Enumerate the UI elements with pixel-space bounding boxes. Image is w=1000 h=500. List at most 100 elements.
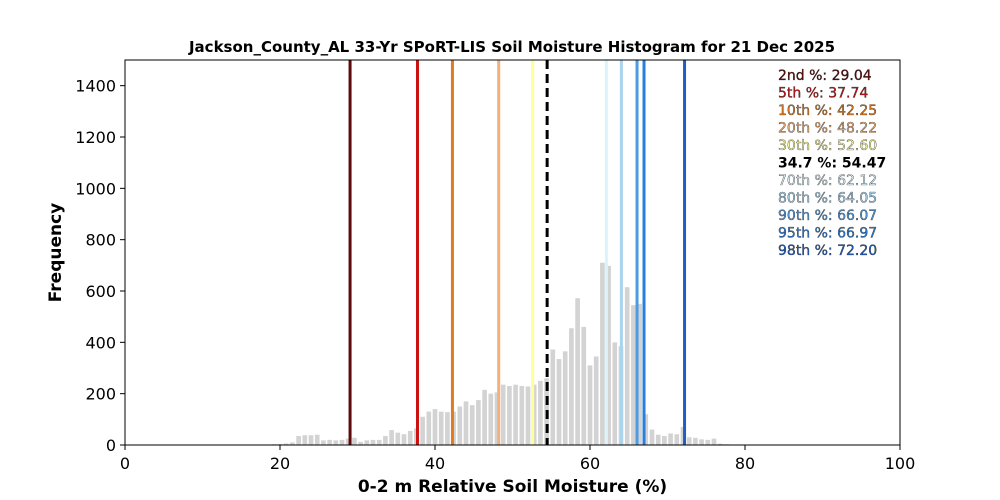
histogram-bar [370,439,376,445]
x-tick-label: 0 [120,454,130,473]
histogram-bar [407,430,413,445]
histogram-bar [519,385,525,445]
x-tick-label: 40 [425,454,445,473]
y-tick-label: 400 [85,333,116,352]
histogram-bar [500,384,506,445]
histogram-bar [476,400,481,445]
histogram-bar [637,303,642,445]
percentile-legend-entry: 95th %: 66.97 [778,226,877,242]
plot-frame [124,59,901,446]
histogram-bar [556,359,562,445]
histogram-bar [655,434,661,445]
histogram-bar [389,430,394,445]
y-axis-ticks: 0 200 400 600 800 1000 1200 1400 [75,77,125,455]
histogram-bar [463,401,469,445]
percentile-legend-entry: 10th %: 42.25 [778,103,877,119]
y-tick-label: 1000 [75,179,116,198]
histogram-bar [488,393,494,445]
histogram-bar [308,435,314,445]
histogram-bar [562,351,568,445]
histogram-bar [283,443,289,445]
histogram-bar [327,439,332,445]
histogram-bar [364,440,370,445]
histogram-bar [333,440,339,445]
histogram-bar [345,438,351,445]
histogram-bar [649,429,655,445]
y-tick-label: 0 [106,436,116,455]
histogram-bar [296,436,301,445]
histogram-bar [383,436,388,445]
x-axis-label: 0-2 m Relative Soil Moisture (%) [358,477,667,497]
percentile-legend-entry: 30th %: 52.60 [778,138,877,154]
histogram-bar [680,427,686,445]
histogram-bar [705,439,711,445]
histogram-bar [457,406,463,445]
y-axis-label: Frequency [46,203,66,303]
histogram-bar [525,386,531,445]
histogram-bar [606,265,611,445]
histogram-bar [668,433,673,445]
percentile-legend-entry: 2nd %: 29.04 [778,68,872,84]
histogram-bar [612,342,618,445]
histogram-bar [643,414,649,445]
x-tick-label: 20 [270,454,290,473]
histogram-bar [575,298,580,445]
histogram-bar [507,385,512,445]
y-tick-label: 200 [85,385,116,404]
histogram-bar [445,412,450,445]
histogram-bar [631,305,636,445]
histogram-bar [686,437,692,445]
y-tick-label: 1200 [75,128,116,147]
histogram-bar [693,437,698,445]
histogram-bar [352,437,357,445]
histogram-bar [593,356,599,445]
histogram-bar [277,443,283,445]
histogram-bar [581,326,587,445]
x-tick-label: 100 [885,454,916,473]
histogram-bar [600,262,605,445]
y-tick-label: 800 [85,231,116,250]
x-axis-ticks: 0 20 40 60 80 100 [120,445,915,473]
histogram-bar [376,439,382,445]
histogram-bar [438,411,444,445]
histogram-bar [662,436,667,445]
histogram-bar [432,409,438,445]
histogram-bar [395,432,401,445]
percentile-legend-entry: 5th %: 37.74 [778,86,868,102]
histogram-bar [302,435,308,445]
percentile-legend-entry: 20th %: 48.22 [778,121,877,137]
percentile-lines [348,60,687,445]
x-tick-label: 80 [735,454,755,473]
histogram-bar [569,328,574,445]
histogram-bar [358,441,363,445]
percentile-legend-entry: 80th %: 64.05 [778,191,877,207]
histogram-bar [531,384,537,445]
histogram-bar [401,434,407,445]
histogram-bar [420,416,425,445]
histogram-bar [314,434,320,445]
histogram-bar [469,405,475,445]
histogram-bar [494,392,500,445]
histogram-bar [699,439,704,445]
histogram-bars [271,262,729,445]
percentile-legend-entry: 90th %: 66.07 [778,208,877,224]
y-tick-label: 1400 [75,77,116,96]
histogram-bar [290,442,295,445]
histogram-bar [339,439,345,445]
y-tick-label: 600 [85,282,116,301]
histogram-bar [550,349,556,445]
histogram-bar [717,443,723,445]
histogram-bar [587,365,593,445]
percentile-legend-entry: 34.7 %: 54.47 [778,156,886,172]
chart-title: Jackson_County_AL 33-Yr SPoRT-LIS Soil M… [188,38,835,56]
histogram-bar [674,434,680,445]
histogram-bar [624,287,630,445]
histogram-bar [482,389,487,445]
histogram-bar [538,380,543,445]
histogram-bar [321,440,326,445]
histogram-bar [711,438,717,445]
histogram-bar [513,384,518,445]
